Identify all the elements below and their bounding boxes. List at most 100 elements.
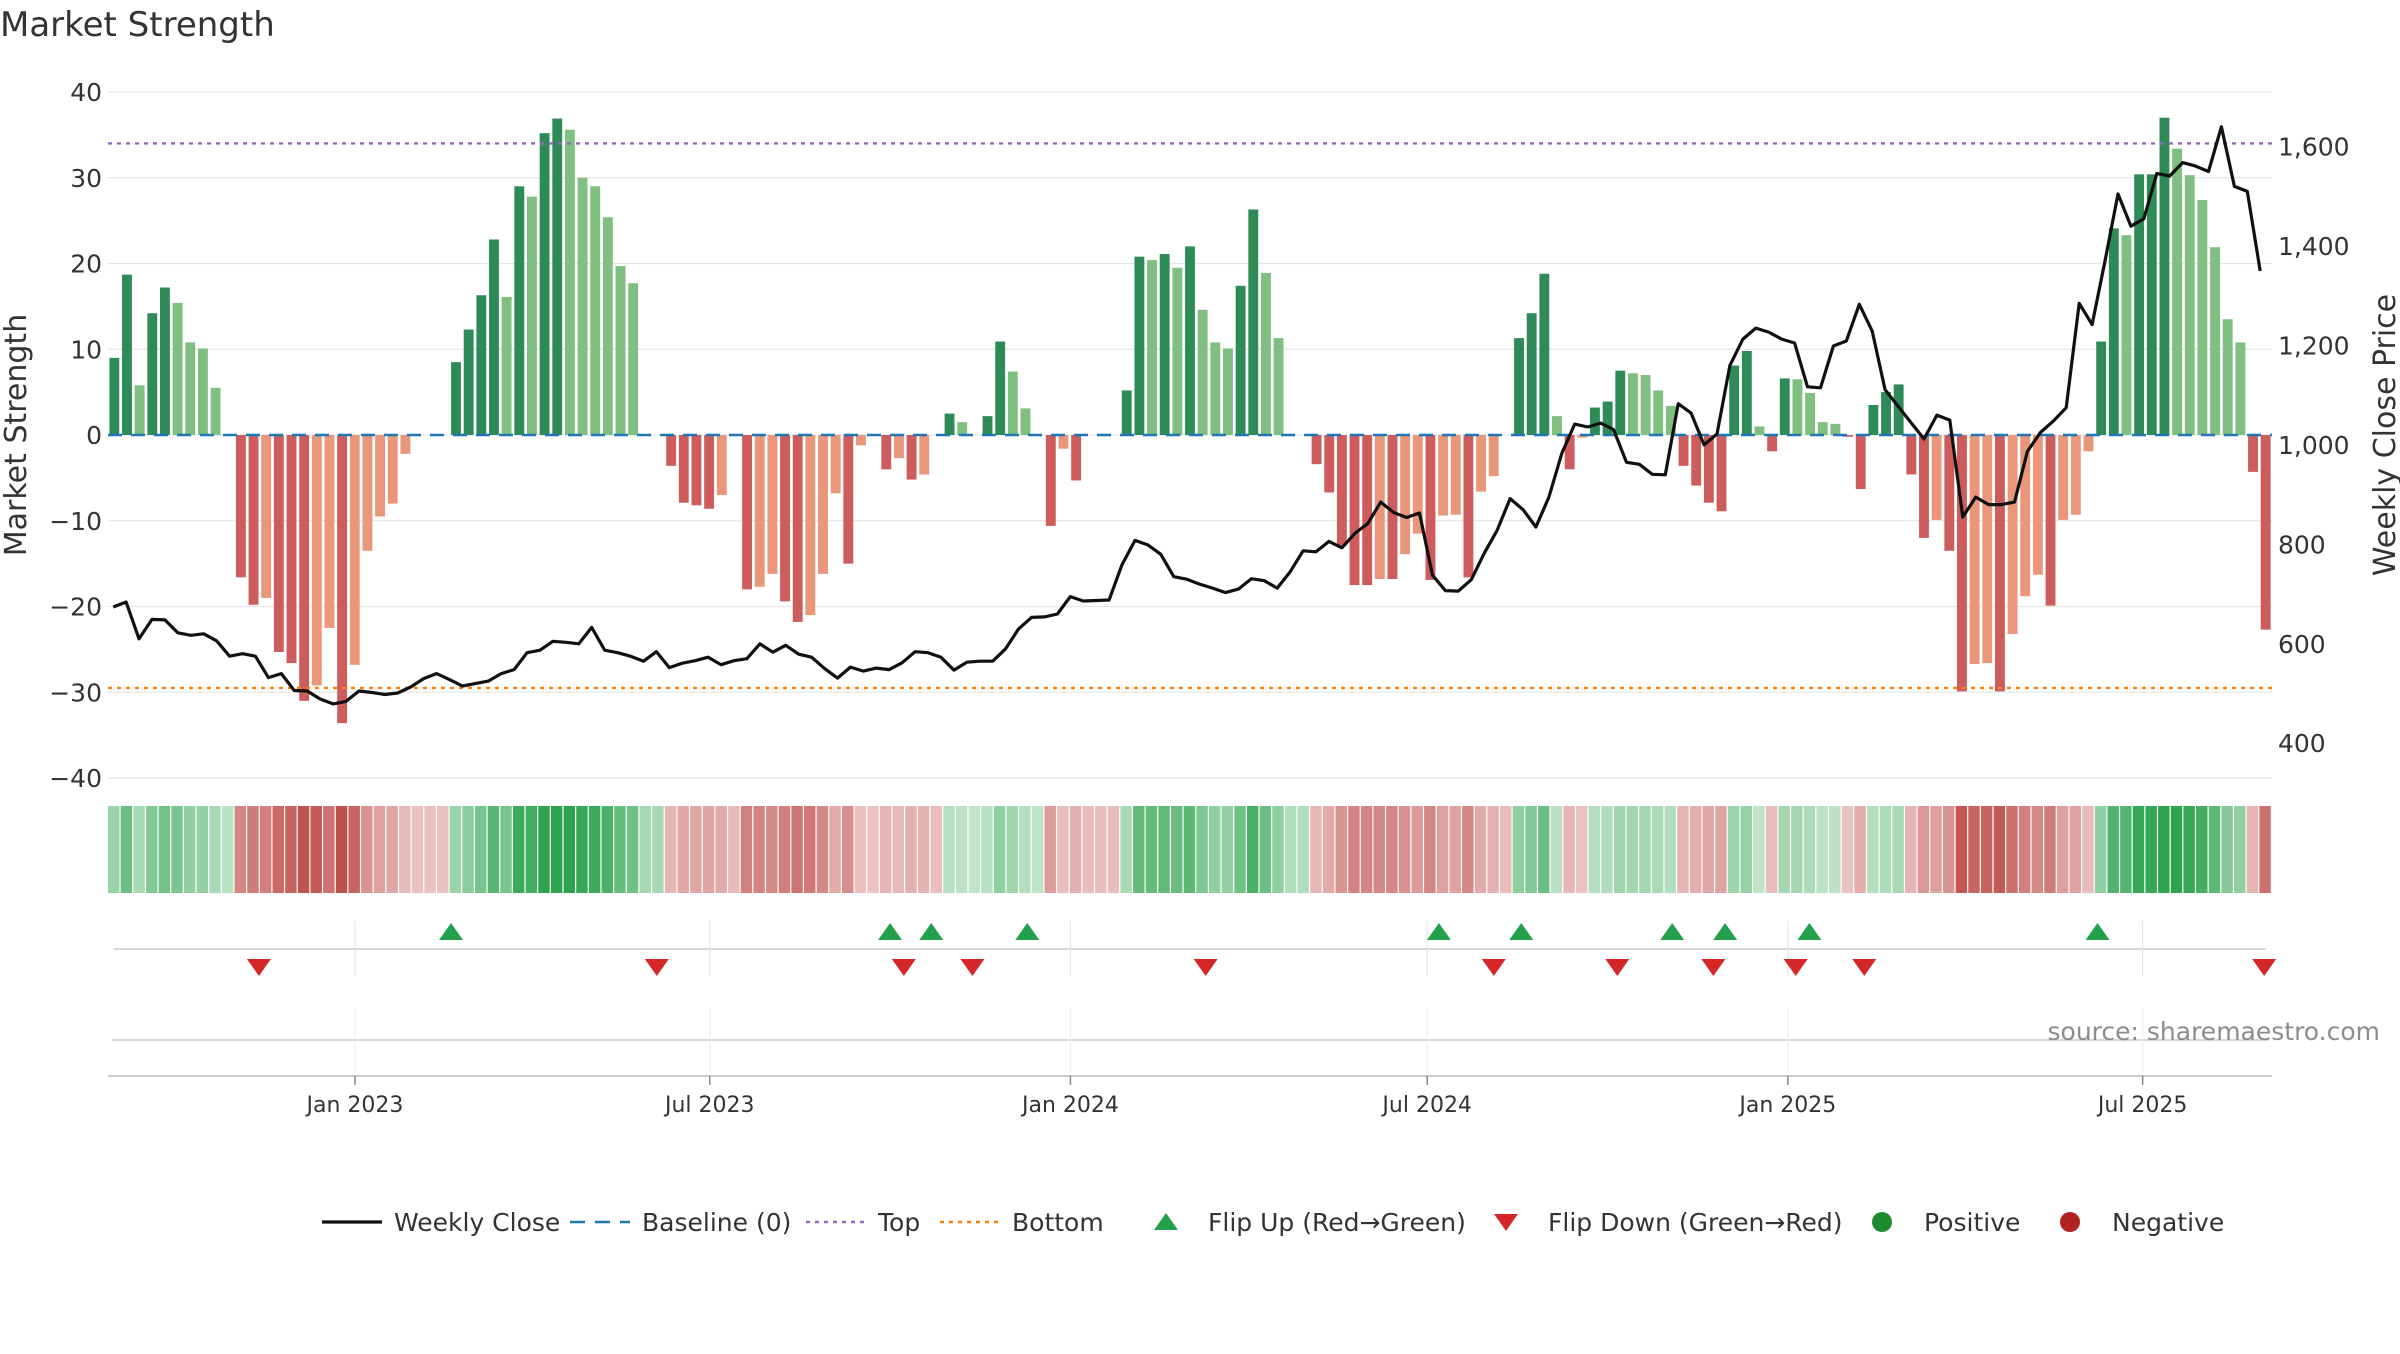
heat-strip-cell bbox=[943, 806, 955, 893]
heat-strip-cell bbox=[2221, 806, 2233, 893]
strength-bar-negative bbox=[1450, 435, 1461, 515]
heat-strip-cell bbox=[1550, 806, 1563, 893]
y2-tick-label: 1,200 bbox=[2278, 332, 2350, 361]
flip-down-marker bbox=[1852, 959, 1877, 976]
heat-strip-cell bbox=[550, 806, 563, 893]
strength-bar-negative bbox=[2058, 435, 2069, 520]
heat-strip-cell bbox=[740, 806, 753, 893]
heat-strip-cell bbox=[1778, 806, 1790, 893]
x-tick-label: Jul 2024 bbox=[1380, 1093, 1472, 1118]
heat-strip-cell bbox=[677, 806, 689, 893]
heat-strip-cell bbox=[1613, 806, 1626, 893]
strength-bar-negative bbox=[678, 435, 689, 503]
strength-bar-negative bbox=[2260, 435, 2271, 630]
heat-strip-cell bbox=[449, 806, 462, 893]
heat-strip-cell bbox=[1474, 806, 1487, 893]
strength-bar-negative bbox=[2248, 435, 2258, 472]
strength-bar-negative bbox=[286, 435, 297, 664]
reference-lines-layer bbox=[108, 142, 2272, 690]
strength-bar-positive bbox=[476, 295, 487, 435]
heat-strip-cell bbox=[1411, 806, 1423, 893]
heat-strip-cell bbox=[1335, 806, 1347, 893]
strength-bar-positive bbox=[2121, 235, 2132, 435]
source-label: source: sharemaestro.com bbox=[2048, 1017, 2381, 1046]
strength-bar-positive bbox=[539, 133, 550, 435]
strength-bar-positive bbox=[1893, 384, 1904, 435]
strength-bar-positive bbox=[1147, 260, 1157, 435]
strength-bar-negative bbox=[273, 435, 284, 652]
heat-strip-layer bbox=[108, 806, 2271, 893]
strength-bar-positive bbox=[122, 274, 132, 435]
bars-layer bbox=[109, 117, 2271, 724]
heat-strip-cell bbox=[108, 806, 120, 893]
strength-bar-negative bbox=[919, 435, 930, 475]
strength-bar-negative bbox=[1374, 435, 1385, 580]
heat-strip-cell bbox=[221, 806, 234, 893]
heat-strip-cell bbox=[652, 806, 664, 893]
strength-bar-negative bbox=[2045, 435, 2056, 606]
legend-item: Negative bbox=[2060, 1208, 2224, 1237]
heat-strip-cell bbox=[690, 806, 702, 893]
heat-strip-cell bbox=[892, 806, 905, 893]
heat-strip-cell bbox=[1930, 806, 1942, 893]
strength-bar-negative bbox=[1387, 435, 1398, 580]
heat-strip-cell bbox=[272, 806, 284, 893]
heat-strip-cell bbox=[1107, 806, 1120, 893]
heat-strip-cell bbox=[2183, 806, 2195, 893]
heat-strip-cell bbox=[626, 806, 639, 893]
heat-strip-cell bbox=[1905, 806, 1917, 893]
strength-bar-negative bbox=[716, 435, 727, 496]
strength-bar-positive bbox=[1159, 254, 1170, 435]
strength-bar-positive bbox=[1881, 392, 1891, 435]
strength-bar-negative bbox=[805, 435, 816, 616]
y2-tick-label: 1,000 bbox=[2278, 431, 2350, 460]
strength-bar-negative bbox=[2020, 435, 2031, 597]
strength-bar-positive bbox=[615, 266, 626, 435]
strength-bar-positive bbox=[1640, 374, 1651, 435]
heat-strip-cell bbox=[867, 806, 879, 893]
heat-strip-cell bbox=[664, 806, 677, 893]
strength-bar-positive bbox=[1729, 365, 1740, 435]
strength-bar-positive bbox=[451, 362, 461, 435]
heat-strip-cell bbox=[1538, 806, 1550, 893]
heat-strip-cell bbox=[588, 806, 601, 893]
strength-bar-positive bbox=[1514, 338, 1524, 435]
strength-bar-positive bbox=[1134, 256, 1145, 435]
strength-bar-positive bbox=[1615, 370, 1626, 435]
heat-strip-cell bbox=[563, 806, 576, 893]
heat-strip-cell bbox=[2031, 806, 2044, 893]
heat-strip-cell bbox=[1879, 806, 1892, 893]
weekly-close-line bbox=[112, 125, 2262, 706]
strength-bar-negative bbox=[881, 435, 892, 470]
strength-bar-negative bbox=[2007, 435, 2018, 634]
heat-strip-cell bbox=[905, 806, 917, 893]
flip-up-marker bbox=[878, 923, 903, 940]
heat-strip-cell bbox=[424, 806, 436, 893]
strength-bar-positive bbox=[134, 385, 145, 435]
strength-bar-positive bbox=[1121, 390, 1132, 435]
heat-strip-cell bbox=[804, 806, 816, 893]
heat-strip-cell bbox=[2069, 806, 2081, 893]
strength-bar-positive bbox=[185, 342, 196, 435]
heat-strip-cell bbox=[1208, 806, 1221, 893]
strength-bar-positive bbox=[2210, 247, 2220, 435]
heat-strip-cell bbox=[335, 806, 348, 893]
strength-bar-negative bbox=[1349, 435, 1360, 586]
strength-bar-negative bbox=[400, 435, 411, 454]
heat-strip-cell bbox=[1234, 806, 1246, 893]
strength-bar-positive bbox=[1260, 272, 1271, 435]
legend-item: Weekly Close bbox=[322, 1208, 560, 1237]
heat-strip-cell bbox=[373, 806, 386, 893]
heat-strip-cell bbox=[981, 806, 993, 893]
strength-bar-negative bbox=[704, 435, 715, 509]
strength-bar-positive bbox=[2096, 341, 2107, 435]
strength-bar-positive bbox=[197, 348, 208, 435]
heat-strip-cell bbox=[1487, 806, 1499, 893]
heat-strip-cell bbox=[1968, 806, 1980, 893]
heat-strip-cell bbox=[171, 806, 183, 893]
heat-strip-cell bbox=[766, 806, 778, 893]
heat-strip-cell bbox=[1360, 806, 1373, 893]
heat-strip-cell bbox=[1601, 806, 1613, 893]
heat-strip-cell bbox=[930, 806, 943, 893]
axes-layer: 40 30 20 10 0 −10 −20 −30 −40 1,600 1,400 1,200 1,00… bbox=[0, 78, 2400, 793]
